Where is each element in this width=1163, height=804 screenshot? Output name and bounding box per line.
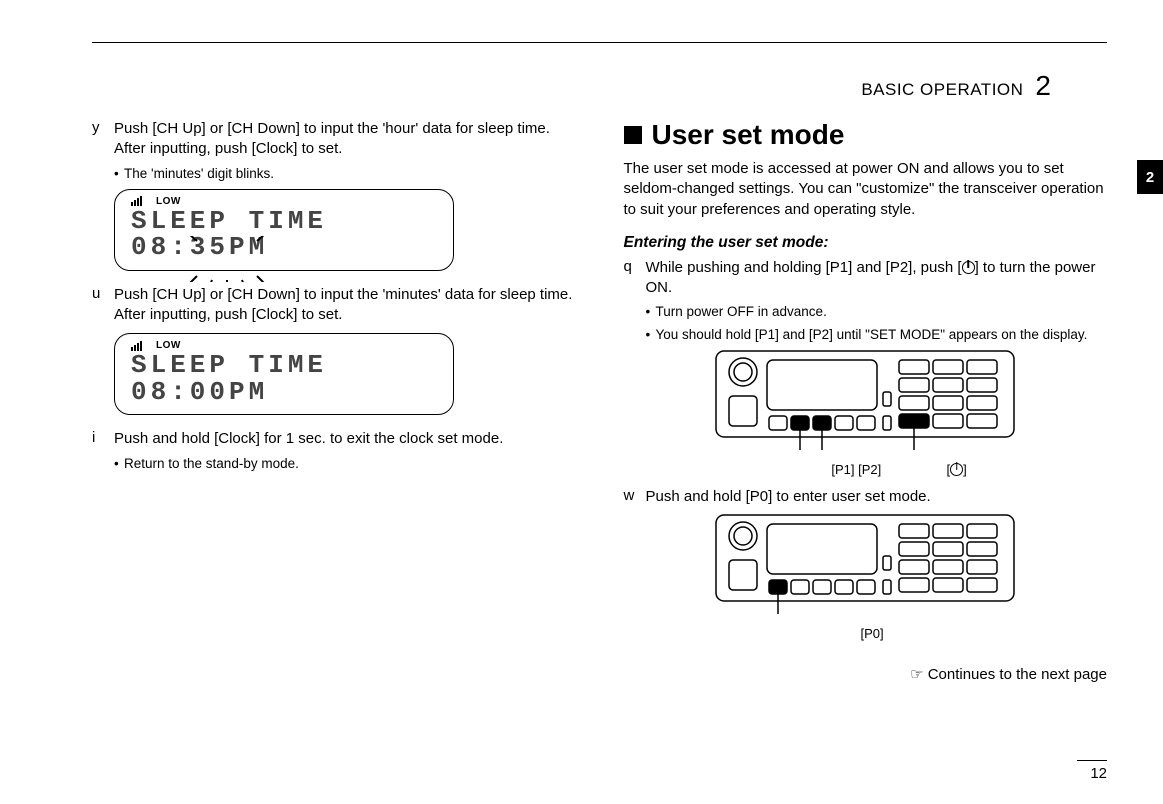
side-tab: 2 bbox=[1137, 160, 1163, 194]
header-section: BASIC OPERATION bbox=[861, 80, 1023, 100]
header-chapter: 2 bbox=[1035, 70, 1051, 102]
lcd-display-2: LOW SLEEP TIME 08:00PM bbox=[114, 333, 454, 415]
step-w: w Push and hold [P0] to enter user set m… bbox=[624, 487, 1108, 507]
sub-text: You should hold [P1] and [P2] until "SET… bbox=[656, 327, 1108, 342]
label-p0: [P0] bbox=[861, 626, 884, 641]
right-column: User set mode The user set mode is acces… bbox=[624, 119, 1108, 683]
bullet-icon: • bbox=[114, 166, 124, 181]
section-heading: User set mode bbox=[624, 119, 1108, 151]
radio2-labels: [P0] bbox=[624, 626, 1108, 641]
lcd1-line2: 08:35PM bbox=[131, 233, 437, 262]
intro-text: The user set mode is accessed at power O… bbox=[624, 159, 1108, 220]
columns: y Push [CH Up] or [CH Down] to input the… bbox=[92, 119, 1107, 683]
step-i-sub: • Return to the stand-by mode. bbox=[114, 456, 576, 471]
power-icon bbox=[950, 463, 963, 476]
step-q-text-a: While pushing and holding [P1] and [P2],… bbox=[646, 259, 962, 276]
step-marker: i bbox=[92, 429, 114, 449]
continues-text: ☞ Continues to the next page bbox=[624, 665, 1108, 683]
bullet-icon: • bbox=[646, 327, 656, 342]
step-text: While pushing and holding [P1] and [P2],… bbox=[646, 258, 1108, 299]
step-marker: w bbox=[624, 487, 646, 507]
lcd-low: LOW bbox=[156, 196, 181, 207]
square-icon bbox=[624, 126, 642, 144]
signal-icon bbox=[131, 196, 142, 206]
step-text: Push and hold [Clock] for 1 sec. to exit… bbox=[114, 429, 576, 449]
lcd2-line1: SLEEP TIME bbox=[131, 351, 437, 380]
step-i: i Push and hold [Clock] for 1 sec. to ex… bbox=[92, 429, 576, 449]
radio-diagram-1 bbox=[715, 350, 1015, 460]
label-pwr-r: ] bbox=[963, 462, 967, 477]
signal-icon bbox=[131, 341, 142, 351]
step-text: Push [CH Up] or [CH Down] to input the '… bbox=[114, 119, 576, 160]
header-rule bbox=[92, 42, 1107, 43]
radio1-labels: [P1] [P2] [] bbox=[624, 462, 1108, 477]
step-marker: y bbox=[92, 119, 114, 160]
heading-text: User set mode bbox=[652, 119, 845, 151]
lcd1-line1: SLEEP TIME bbox=[131, 207, 437, 236]
page-number: 12 bbox=[1077, 760, 1107, 782]
step-text: Push [CH Up] or [CH Down] to input the '… bbox=[114, 285, 576, 326]
lcd2-line2: 08:00PM bbox=[131, 378, 437, 407]
step-marker: q bbox=[624, 258, 646, 299]
sub-text: The 'minutes' digit blinks. bbox=[124, 166, 576, 181]
page-header: BASIC OPERATION 2 bbox=[92, 42, 1107, 43]
sub-text: Turn power OFF in advance. bbox=[656, 304, 1108, 319]
step-text: Push and hold [P0] to enter user set mod… bbox=[646, 487, 1108, 507]
step-q-sub2: • You should hold [P1] and [P2] until "S… bbox=[646, 327, 1108, 342]
bullet-icon: • bbox=[646, 304, 656, 319]
sub-heading: Entering the user set mode: bbox=[624, 234, 1108, 252]
step-u: u Push [CH Up] or [CH Down] to input the… bbox=[92, 285, 576, 326]
step-y-sub: • The 'minutes' digit blinks. bbox=[114, 166, 576, 181]
radio-diagram-2 bbox=[715, 514, 1015, 624]
bullet-icon: • bbox=[114, 456, 124, 471]
sub-text: Return to the stand-by mode. bbox=[124, 456, 576, 471]
step-q-sub1: • Turn power OFF in advance. bbox=[646, 304, 1108, 319]
left-column: y Push [CH Up] or [CH Down] to input the… bbox=[92, 119, 576, 683]
lcd-display-1: LOW SLEEP TIME 08:35PM bbox=[114, 189, 454, 271]
step-marker: u bbox=[92, 285, 114, 326]
step-y: y Push [CH Up] or [CH Down] to input the… bbox=[92, 119, 576, 160]
label-p1: [P1] bbox=[831, 462, 854, 477]
step-q: q While pushing and holding [P1] and [P2… bbox=[624, 258, 1108, 299]
power-icon bbox=[962, 261, 975, 274]
page: BASIC OPERATION 2 2 y Push [CH Up] or [C… bbox=[0, 0, 1163, 804]
label-p2: [P2] bbox=[858, 462, 881, 477]
